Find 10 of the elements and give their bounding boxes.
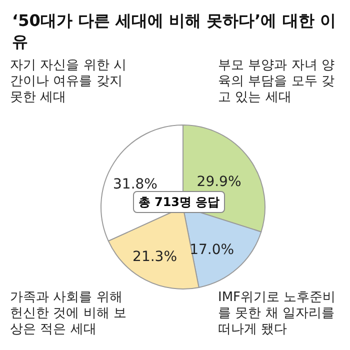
slice-label: 부모 부양과 자녀 양육의 부담을 모두 갖고 있는 세대 [218,58,336,106]
chart-title: ‘50대가 다른 세대에 비해 못하다’에 대한 이유 [12,10,337,52]
slice-label: IMF위기로 노후준비를 못한 채 일자리를 떠나게 됐다 [218,290,336,338]
data-label: 17.0% [190,242,234,258]
slice-label: 가족과 사회를 위해 헌신한 것에 비해 보상은 적은 세대 [10,290,128,338]
slice-label: 자기 자신을 위한 시간이나 여유를 갖지 못한 세대 [10,58,128,106]
data-label: 29.9% [196,174,242,190]
data-label: 21.3% [132,249,178,266]
text: 총 713명 응답 [133,191,225,213]
data-label: 31.8% [113,176,158,192]
